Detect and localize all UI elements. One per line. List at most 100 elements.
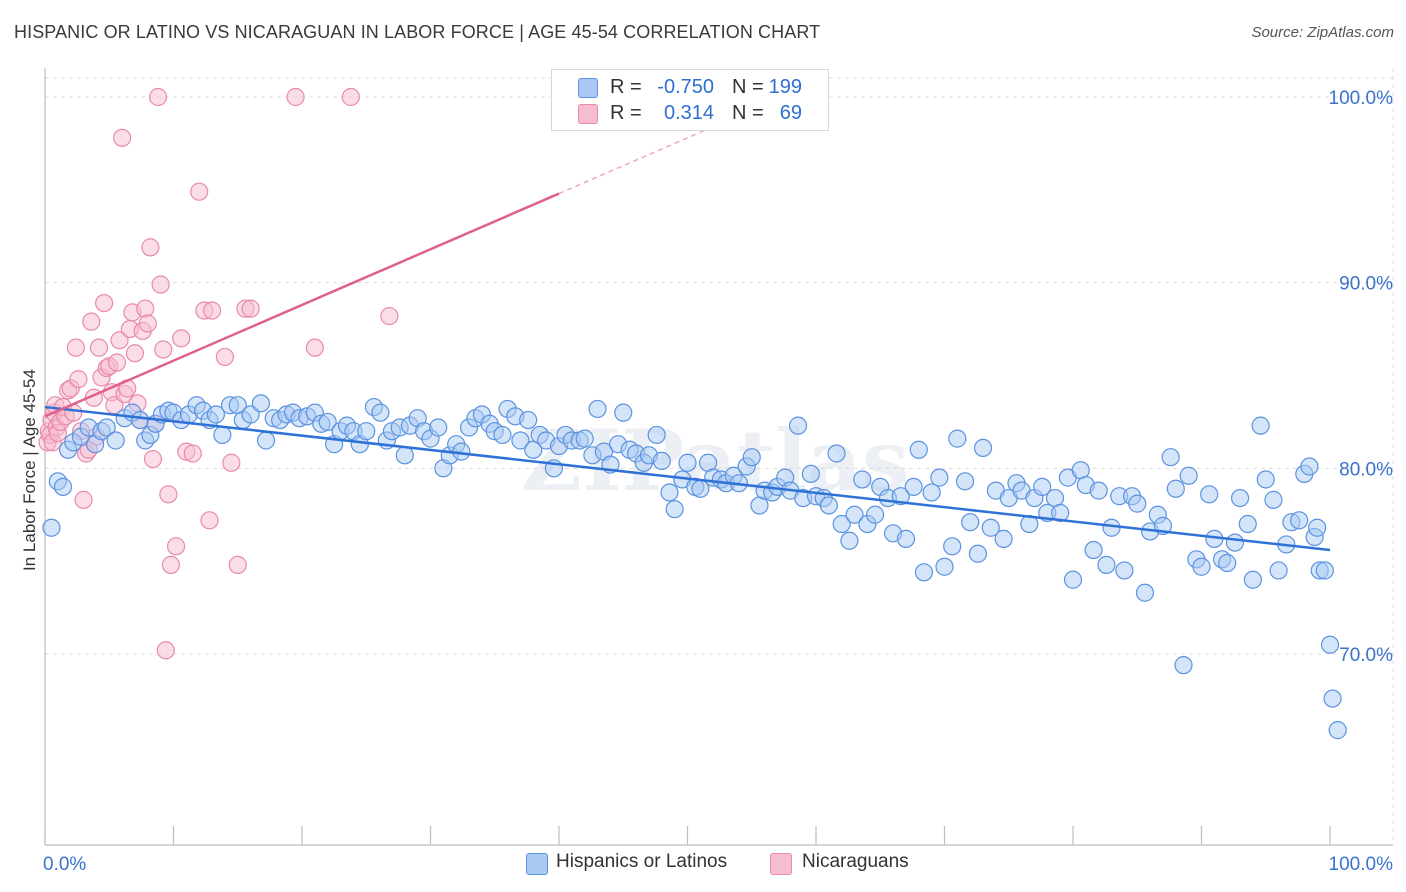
- legend-n-value: 69: [779, 102, 802, 124]
- hispanic-point: [660, 483, 679, 502]
- series-hispanics: [42, 394, 1347, 740]
- axes: [44, 68, 1393, 846]
- source-credit: Source: ZipAtlas.com: [1251, 24, 1394, 41]
- legend-r-value: 0.314: [663, 102, 714, 124]
- nicaraguan-point: [183, 444, 202, 463]
- hispanic-point: [853, 470, 872, 489]
- hispanic-point: [1256, 470, 1275, 489]
- hispanic-point: [493, 425, 512, 445]
- hispanic-point: [909, 440, 928, 459]
- hispanic-point: [647, 425, 666, 445]
- legend-row-hispanics: R = -0.750 N = 199: [552, 74, 828, 100]
- legend-n-value: 199: [768, 76, 802, 98]
- hispanic-point: [801, 464, 820, 484]
- hispanic-point: [1084, 540, 1103, 560]
- hispanic-point: [256, 431, 276, 450]
- trend-line-hispanics: [44, 405, 1331, 552]
- hispanic-point: [106, 431, 125, 450]
- hispanic-point: [251, 394, 270, 413]
- nicaraguan-point: [161, 555, 181, 574]
- nicaraguan-point: [380, 306, 399, 326]
- nicaraguan-point: [341, 87, 360, 107]
- legend-swatch-blue: [578, 78, 598, 98]
- hispanic-point: [1218, 553, 1237, 573]
- hispanic-point: [1166, 479, 1185, 498]
- axis-ticks: [44, 826, 1331, 845]
- nicaraguan-point: [305, 338, 324, 357]
- nicaraguan-point: [200, 511, 219, 530]
- hispanic-point: [1269, 561, 1288, 580]
- hispanic-point: [1238, 514, 1257, 534]
- hispanic-point: [1200, 485, 1219, 504]
- hispanic-point: [53, 477, 73, 496]
- hispanic-point: [1192, 557, 1211, 576]
- nicaraguan-point: [172, 329, 191, 348]
- chart-title: HISPANIC OR LATINO VS NICARAGUAN IN LABO…: [14, 22, 821, 42]
- trend-lines: [44, 126, 1331, 552]
- nicaraguan-point: [159, 485, 178, 504]
- hispanic-point: [922, 483, 941, 502]
- legend-n-label: N =: [732, 76, 764, 98]
- nicaraguan-point: [166, 537, 186, 556]
- hispanic-point: [935, 557, 954, 576]
- hispanic-point: [1102, 518, 1121, 537]
- hispanic-point: [395, 446, 414, 465]
- hispanic-point: [930, 468, 949, 487]
- nicaraguan-point: [110, 331, 129, 350]
- hispanic-point: [904, 477, 923, 496]
- hispanic-point: [357, 422, 376, 441]
- hispanic-point: [994, 529, 1013, 548]
- hispanic-point: [678, 453, 697, 472]
- nicaraguan-point: [154, 340, 173, 359]
- trend-line-nicaraguans: [44, 192, 560, 418]
- tick-labels: 70.0% 80.0% 90.0% 100.0% 0.0% 100.0%: [43, 88, 1393, 875]
- hispanic-point: [206, 405, 226, 424]
- hispanic-point: [1230, 488, 1250, 508]
- nicaraguan-point: [148, 87, 168, 107]
- hispanic-point: [1051, 503, 1070, 522]
- nicaraguan-point: [190, 182, 209, 201]
- nicaraguan-point: [156, 641, 175, 660]
- nicaraguan-point: [286, 87, 305, 107]
- nicaraguan-point: [69, 370, 88, 389]
- nicaraguan-point: [125, 344, 145, 363]
- hispanic-point: [914, 563, 934, 582]
- hispanic-point: [1063, 570, 1083, 589]
- nicaraguan-point: [82, 312, 101, 331]
- hispanic-point: [1308, 518, 1327, 537]
- hispanic-point: [845, 505, 864, 524]
- hispanic-point: [130, 410, 150, 430]
- y-tick-label: 70.0%: [1339, 645, 1393, 666]
- nicaraguan-point: [202, 301, 222, 320]
- nicaraguan-point: [215, 347, 234, 367]
- correlation-legend: R = -0.750 N = 199 R = 0.314 N = 69: [551, 69, 829, 131]
- nicaraguan-point: [136, 299, 155, 318]
- hispanic-point: [1225, 533, 1245, 552]
- hispanic-point: [961, 513, 980, 532]
- legend-r-value: -0.750: [657, 76, 714, 98]
- hispanic-point: [1290, 511, 1309, 530]
- y-tick-label: 100.0%: [1329, 88, 1394, 109]
- hispanic-point: [1320, 635, 1340, 654]
- nicaraguan-point: [112, 128, 132, 147]
- legend-label-nicaraguans: Nicaraguans: [802, 851, 909, 872]
- hispanic-point: [588, 399, 607, 419]
- hispanic-point: [42, 518, 61, 537]
- hispanic-point: [371, 403, 390, 422]
- nicaraguan-point: [74, 490, 93, 509]
- legend-r-label: R =: [610, 76, 642, 98]
- hispanic-point: [1251, 416, 1270, 435]
- legend-label-hispanics: Hispanics or Latinos: [556, 851, 728, 872]
- hispanic-point: [981, 518, 1000, 537]
- nicaraguan-point: [222, 453, 241, 472]
- hispanic-point: [213, 425, 232, 445]
- hispanic-point: [1089, 481, 1108, 500]
- nicaraguan-point: [143, 449, 163, 469]
- hispanic-point: [819, 496, 838, 515]
- nicaraguan-point: [66, 338, 85, 357]
- hispanic-point: [241, 405, 260, 424]
- hispanic-point: [429, 418, 448, 437]
- hispanic-point: [1243, 570, 1263, 589]
- hispanic-point: [866, 505, 885, 524]
- hispanic-point: [652, 451, 671, 471]
